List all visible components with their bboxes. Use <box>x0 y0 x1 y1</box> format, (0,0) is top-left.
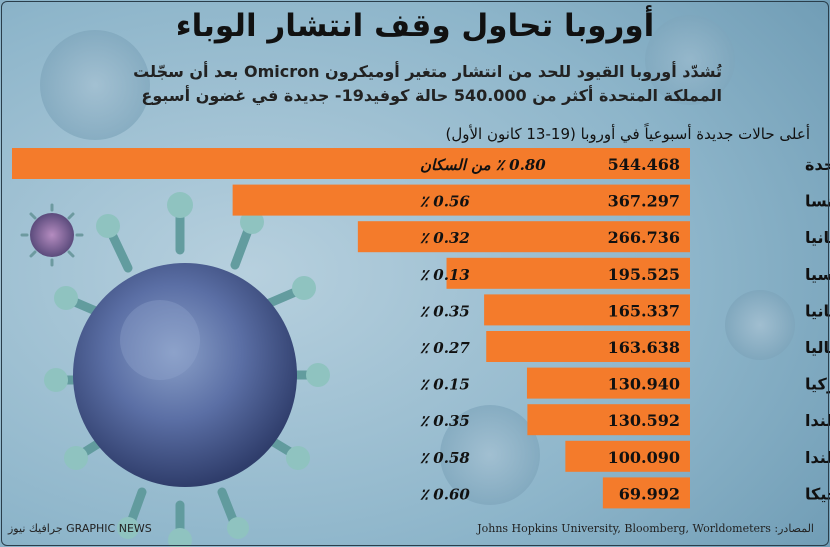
bar-0 <box>12 148 690 179</box>
category-label-6: تركيا <box>805 375 830 394</box>
bar-2 <box>357 221 690 253</box>
value-label-1: 367.297 <box>608 192 680 211</box>
category-label-4: إسبانيا <box>805 301 830 320</box>
value-label-4: 165.337 <box>608 301 680 320</box>
value-label-0: 544.468 <box>608 155 680 174</box>
percent-label-2: 0.32 ٪ <box>420 229 470 247</box>
category-label-0: المملكة المتحدة <box>805 155 830 174</box>
value-label-5: 163.638 <box>608 338 680 357</box>
percent-label-4: 0.35 ٪ <box>420 302 470 320</box>
bar-6 <box>526 367 690 399</box>
category-label-3: روسيا <box>805 265 830 284</box>
percent-label-7: 0.35 ٪ <box>420 412 470 430</box>
value-label-8: 100.090 <box>608 448 680 467</box>
category-label-5: إيطاليا <box>805 338 830 357</box>
bar-9 <box>602 477 690 509</box>
subtitle: تُشدّد أوروبا القيود للحد من انتشار متغي… <box>133 62 722 105</box>
percent-label-8: 0.58 ٪ <box>420 449 470 467</box>
source-credit: المصادر: Johns Hopkins University, Bloom… <box>477 522 814 535</box>
value-label-2: 266.736 <box>608 228 680 247</box>
percent-label-0: 0.80 ٪ من السكان <box>420 156 546 174</box>
percent-label-6: 0.15 ٪ <box>420 376 470 394</box>
category-label-2: ألمانيا <box>805 227 830 247</box>
bar-7 <box>527 404 690 436</box>
brand-credit: GRAPHIC NEWS جرافيك نيوز <box>8 522 152 535</box>
percent-label-9: 0.60 ٪ <box>420 485 470 503</box>
category-label-1: فرنسا <box>805 192 830 211</box>
value-label-9: 69.992 <box>619 484 680 503</box>
category-label-9: بلجيكا <box>805 484 830 503</box>
value-label-7: 130.592 <box>608 411 680 430</box>
category-label-7: بولندا <box>805 411 830 430</box>
bar-8 <box>565 440 690 472</box>
percent-label-3: 0.13 ٪ <box>420 266 470 284</box>
bar-5 <box>486 331 690 362</box>
percent-label-5: 0.27 ٪ <box>420 339 470 357</box>
bar-1 <box>232 184 690 216</box>
category-label-8: هولندا <box>805 448 830 467</box>
percent-label-1: 0.56 ٪ <box>420 193 470 211</box>
value-label-3: 195.525 <box>608 265 680 284</box>
chart-heading: أعلى حالات جديدة أسبوعياً في أوروبا (19-… <box>445 125 810 143</box>
bar-4 <box>484 294 690 326</box>
page-title: أوروبا تحاول وقف انتشار الوباء <box>175 8 655 44</box>
bar-3 <box>446 257 690 289</box>
value-label-6: 130.940 <box>608 375 680 394</box>
